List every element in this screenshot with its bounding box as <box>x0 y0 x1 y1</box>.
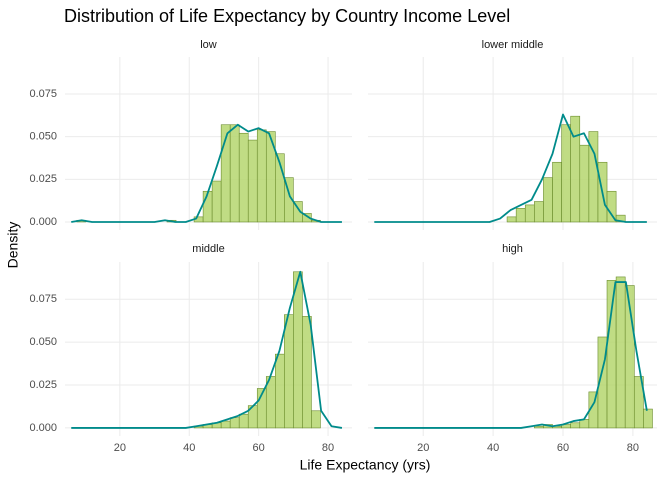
histogram-bar <box>211 180 222 223</box>
x-axis-label: Life Expectancy (yrs) <box>300 457 431 473</box>
facet-label: lower middle <box>482 39 544 51</box>
histogram-bar <box>624 285 635 429</box>
y-tick-label: 0.025 <box>29 379 57 391</box>
x-tick-label: 40 <box>183 442 195 454</box>
x-tick-label: 60 <box>253 442 265 454</box>
x-tick-label: 20 <box>417 442 429 454</box>
histogram-bar <box>570 422 581 429</box>
y-tick-label: 0.075 <box>29 88 57 100</box>
histogram-bar <box>247 139 258 223</box>
histogram-bar <box>561 124 571 223</box>
y-tick-label: 0.050 <box>29 336 57 348</box>
histogram-bar <box>606 280 617 429</box>
histogram-bar <box>543 177 553 223</box>
facet-label: high <box>502 243 523 255</box>
x-tick-label: 60 <box>557 442 569 454</box>
histogram-bar <box>229 124 240 223</box>
y-tick-label: 0.000 <box>29 216 57 228</box>
histogram-bar <box>284 314 294 429</box>
y-tick-label: 0.025 <box>29 173 57 185</box>
chart-title: Distribution of Life Expectancy by Count… <box>64 6 510 26</box>
histogram-bar <box>579 144 590 223</box>
density-line <box>374 113 647 223</box>
x-tick-label: 80 <box>627 442 639 454</box>
histogram-bar <box>302 316 312 429</box>
histogram-bar <box>311 410 321 429</box>
histogram-bar <box>275 353 285 429</box>
histogram-bar <box>293 271 303 429</box>
x-tick-label: 40 <box>487 442 499 454</box>
histogram-bar <box>524 204 535 223</box>
histogram-bar <box>256 129 267 223</box>
y-axis-label: Density <box>5 222 21 269</box>
x-tick-label: 20 <box>114 442 126 454</box>
histogram-bar <box>534 201 544 223</box>
histogram-bar <box>220 420 231 429</box>
facet-label: middle <box>192 243 224 255</box>
facet-label: low <box>200 39 217 51</box>
x-tick-label: 80 <box>322 442 334 454</box>
histogram-bar <box>506 216 517 223</box>
histogram-bar <box>238 413 249 429</box>
density-line <box>71 270 343 429</box>
histogram-bar <box>515 208 526 223</box>
histogram-bar <box>302 213 312 223</box>
y-tick-label: 0.050 <box>29 131 57 143</box>
density-line <box>71 123 342 223</box>
histogram-bar <box>615 276 626 429</box>
y-tick-label: 0.000 <box>29 422 57 434</box>
histogram-bar <box>643 408 653 429</box>
histogram-bar <box>229 417 240 429</box>
histogram-bar <box>534 425 544 429</box>
y-tick-label: 0.075 <box>29 293 57 305</box>
histogram-bar <box>633 376 644 429</box>
histogram-bar <box>606 190 617 223</box>
density-line <box>374 281 648 429</box>
histogram-bar <box>284 177 294 223</box>
histogram-bar <box>293 201 303 223</box>
histogram-bar <box>552 161 562 223</box>
histogram-bar <box>238 132 249 223</box>
